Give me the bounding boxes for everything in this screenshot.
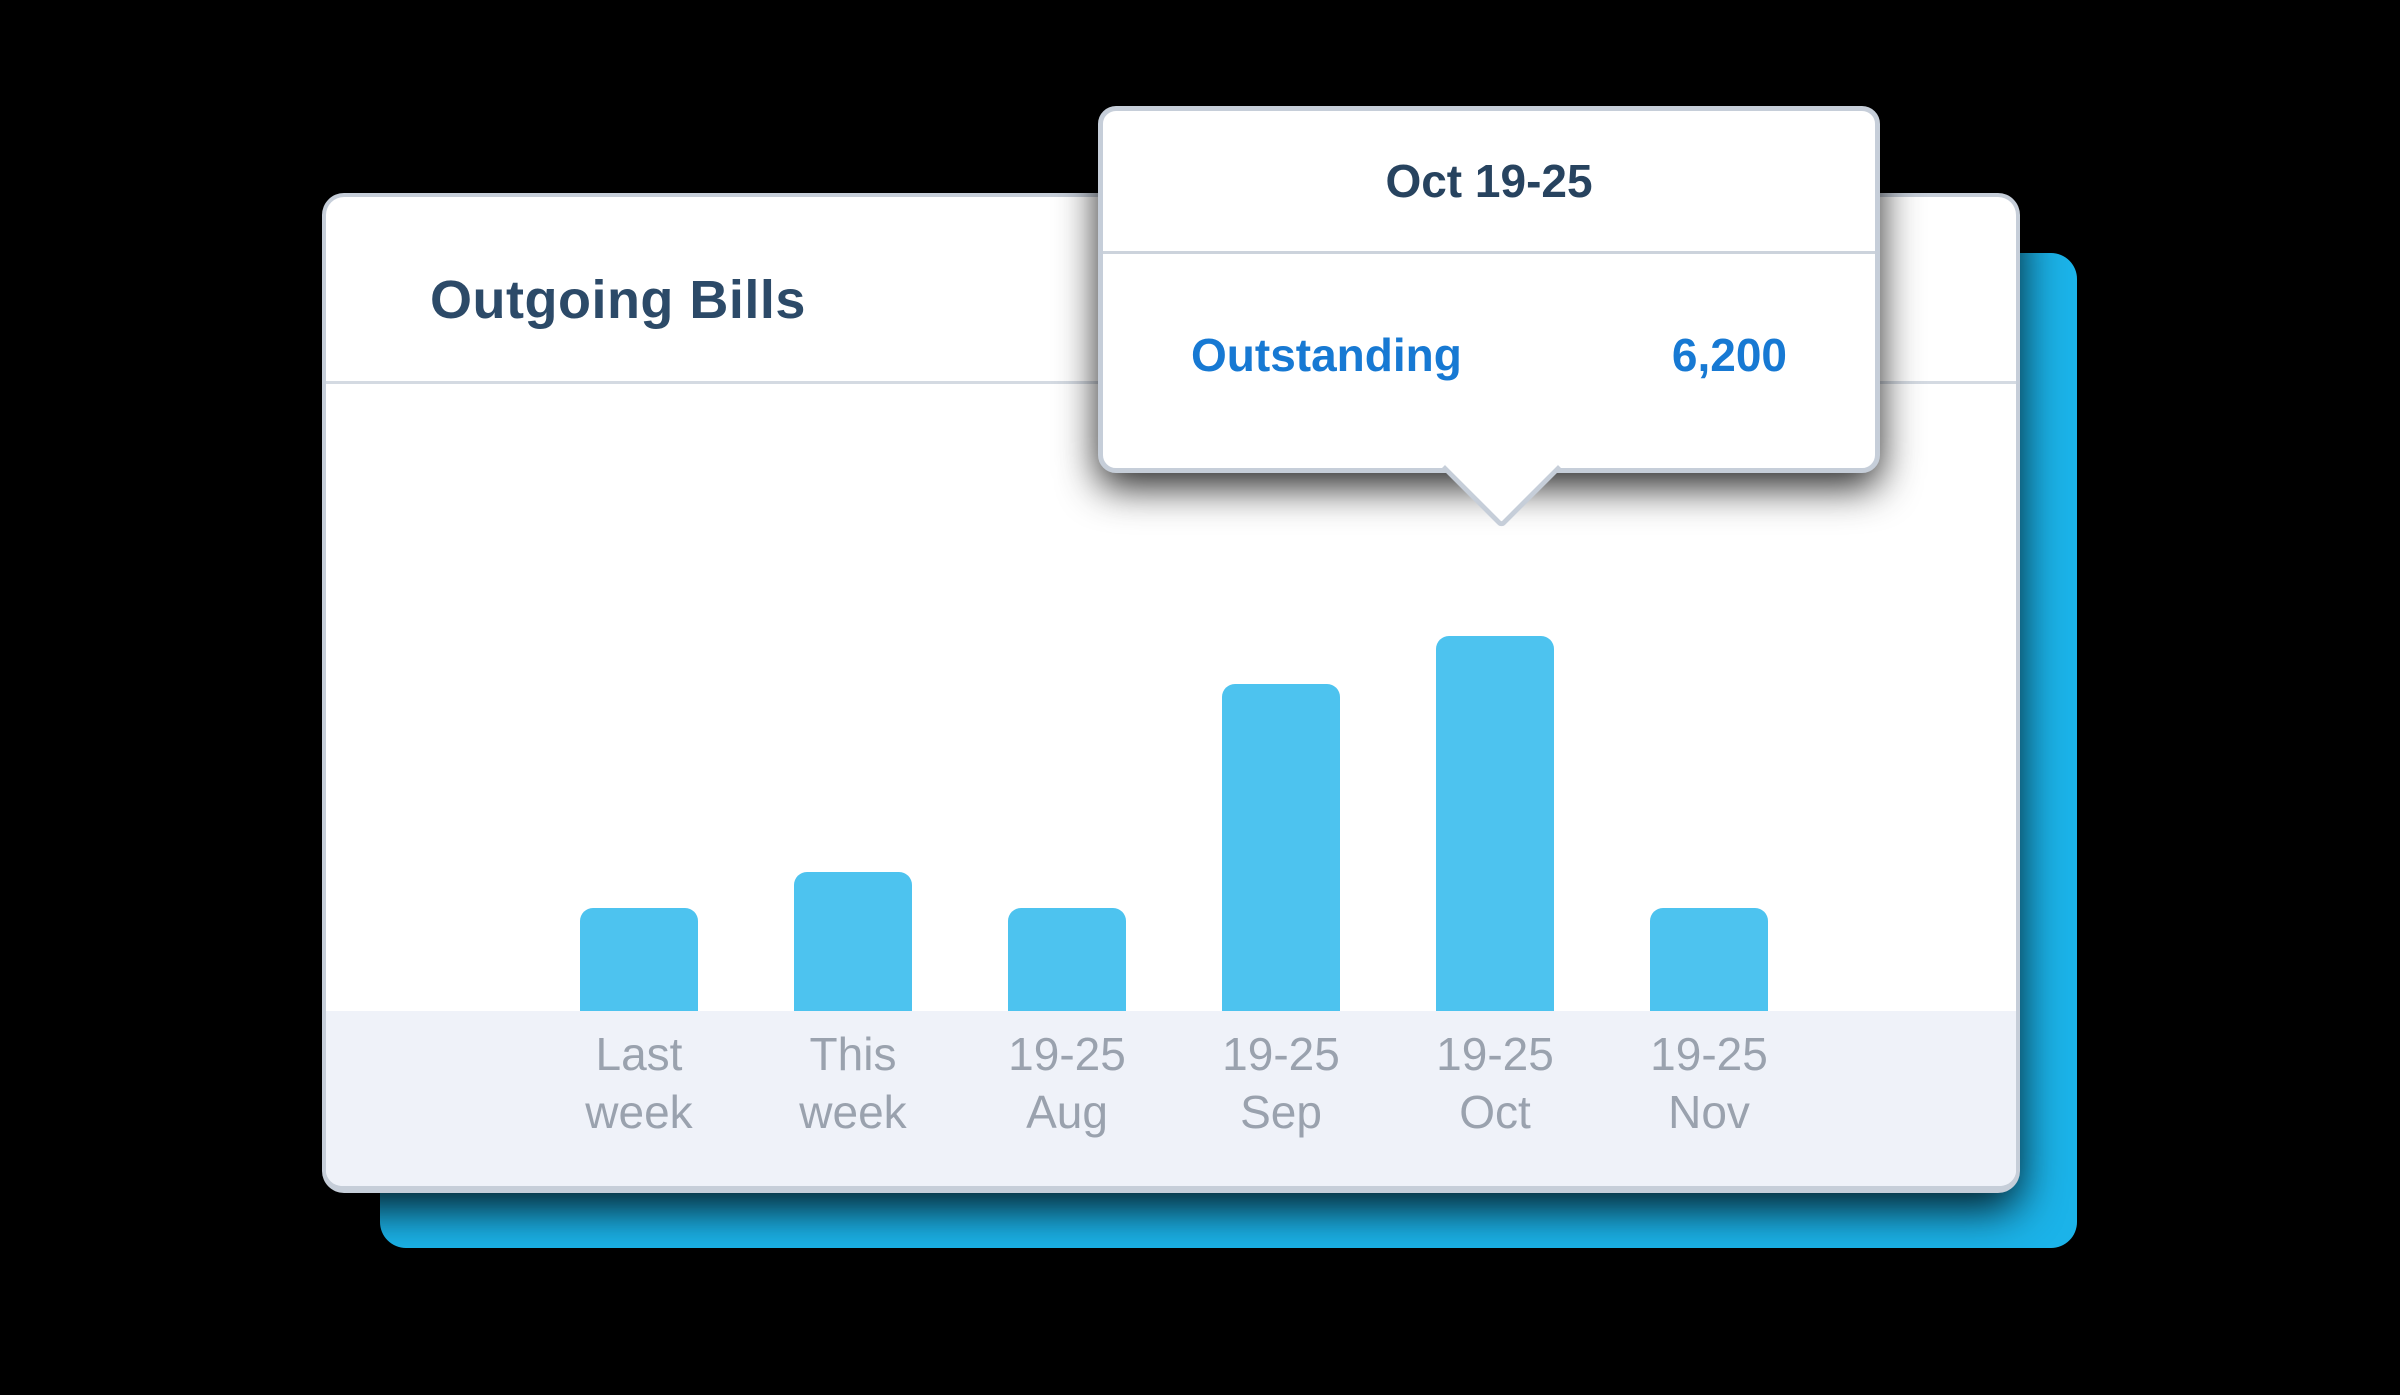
bar-19-25-sep[interactable]: [1222, 684, 1340, 1011]
bar-this-week[interactable]: [794, 872, 912, 1011]
bar-19-25-aug[interactable]: [1008, 908, 1126, 1011]
x-axis: Last week This week 19-25 Aug 19-25 Sep 19-2…: [326, 1011, 2016, 1186]
x-axis-label-19-25-sep: 19-25 Sep: [1222, 1028, 1340, 1138]
chart-tooltip: Oct 19-25 Outstanding 6,200: [1098, 106, 1880, 529]
tooltip-value: 6,200: [1671, 329, 1787, 381]
bar-19-25-nov[interactable]: [1650, 908, 1768, 1011]
x-axis-label-this-week: This week: [799, 1028, 907, 1138]
x-axis-label-last-week: Last week: [585, 1028, 693, 1138]
x-axis-label-19-25-aug: 19-25 Aug: [1008, 1028, 1126, 1138]
bar-last-week[interactable]: [580, 908, 698, 1011]
tooltip-body: Outstanding 6,200: [1103, 254, 1875, 468]
tooltip-series-label: Outstanding: [1191, 329, 1462, 381]
card-title: Outgoing Bills: [430, 270, 806, 330]
tooltip-title: Oct 19-25: [1103, 111, 1875, 254]
x-axis-label-19-25-nov: 19-25 Nov: [1650, 1028, 1768, 1138]
bar-chart: [326, 387, 2016, 1011]
bar-19-25-oct[interactable]: [1436, 636, 1554, 1011]
x-axis-label-19-25-oct: 19-25 Oct: [1436, 1028, 1554, 1138]
